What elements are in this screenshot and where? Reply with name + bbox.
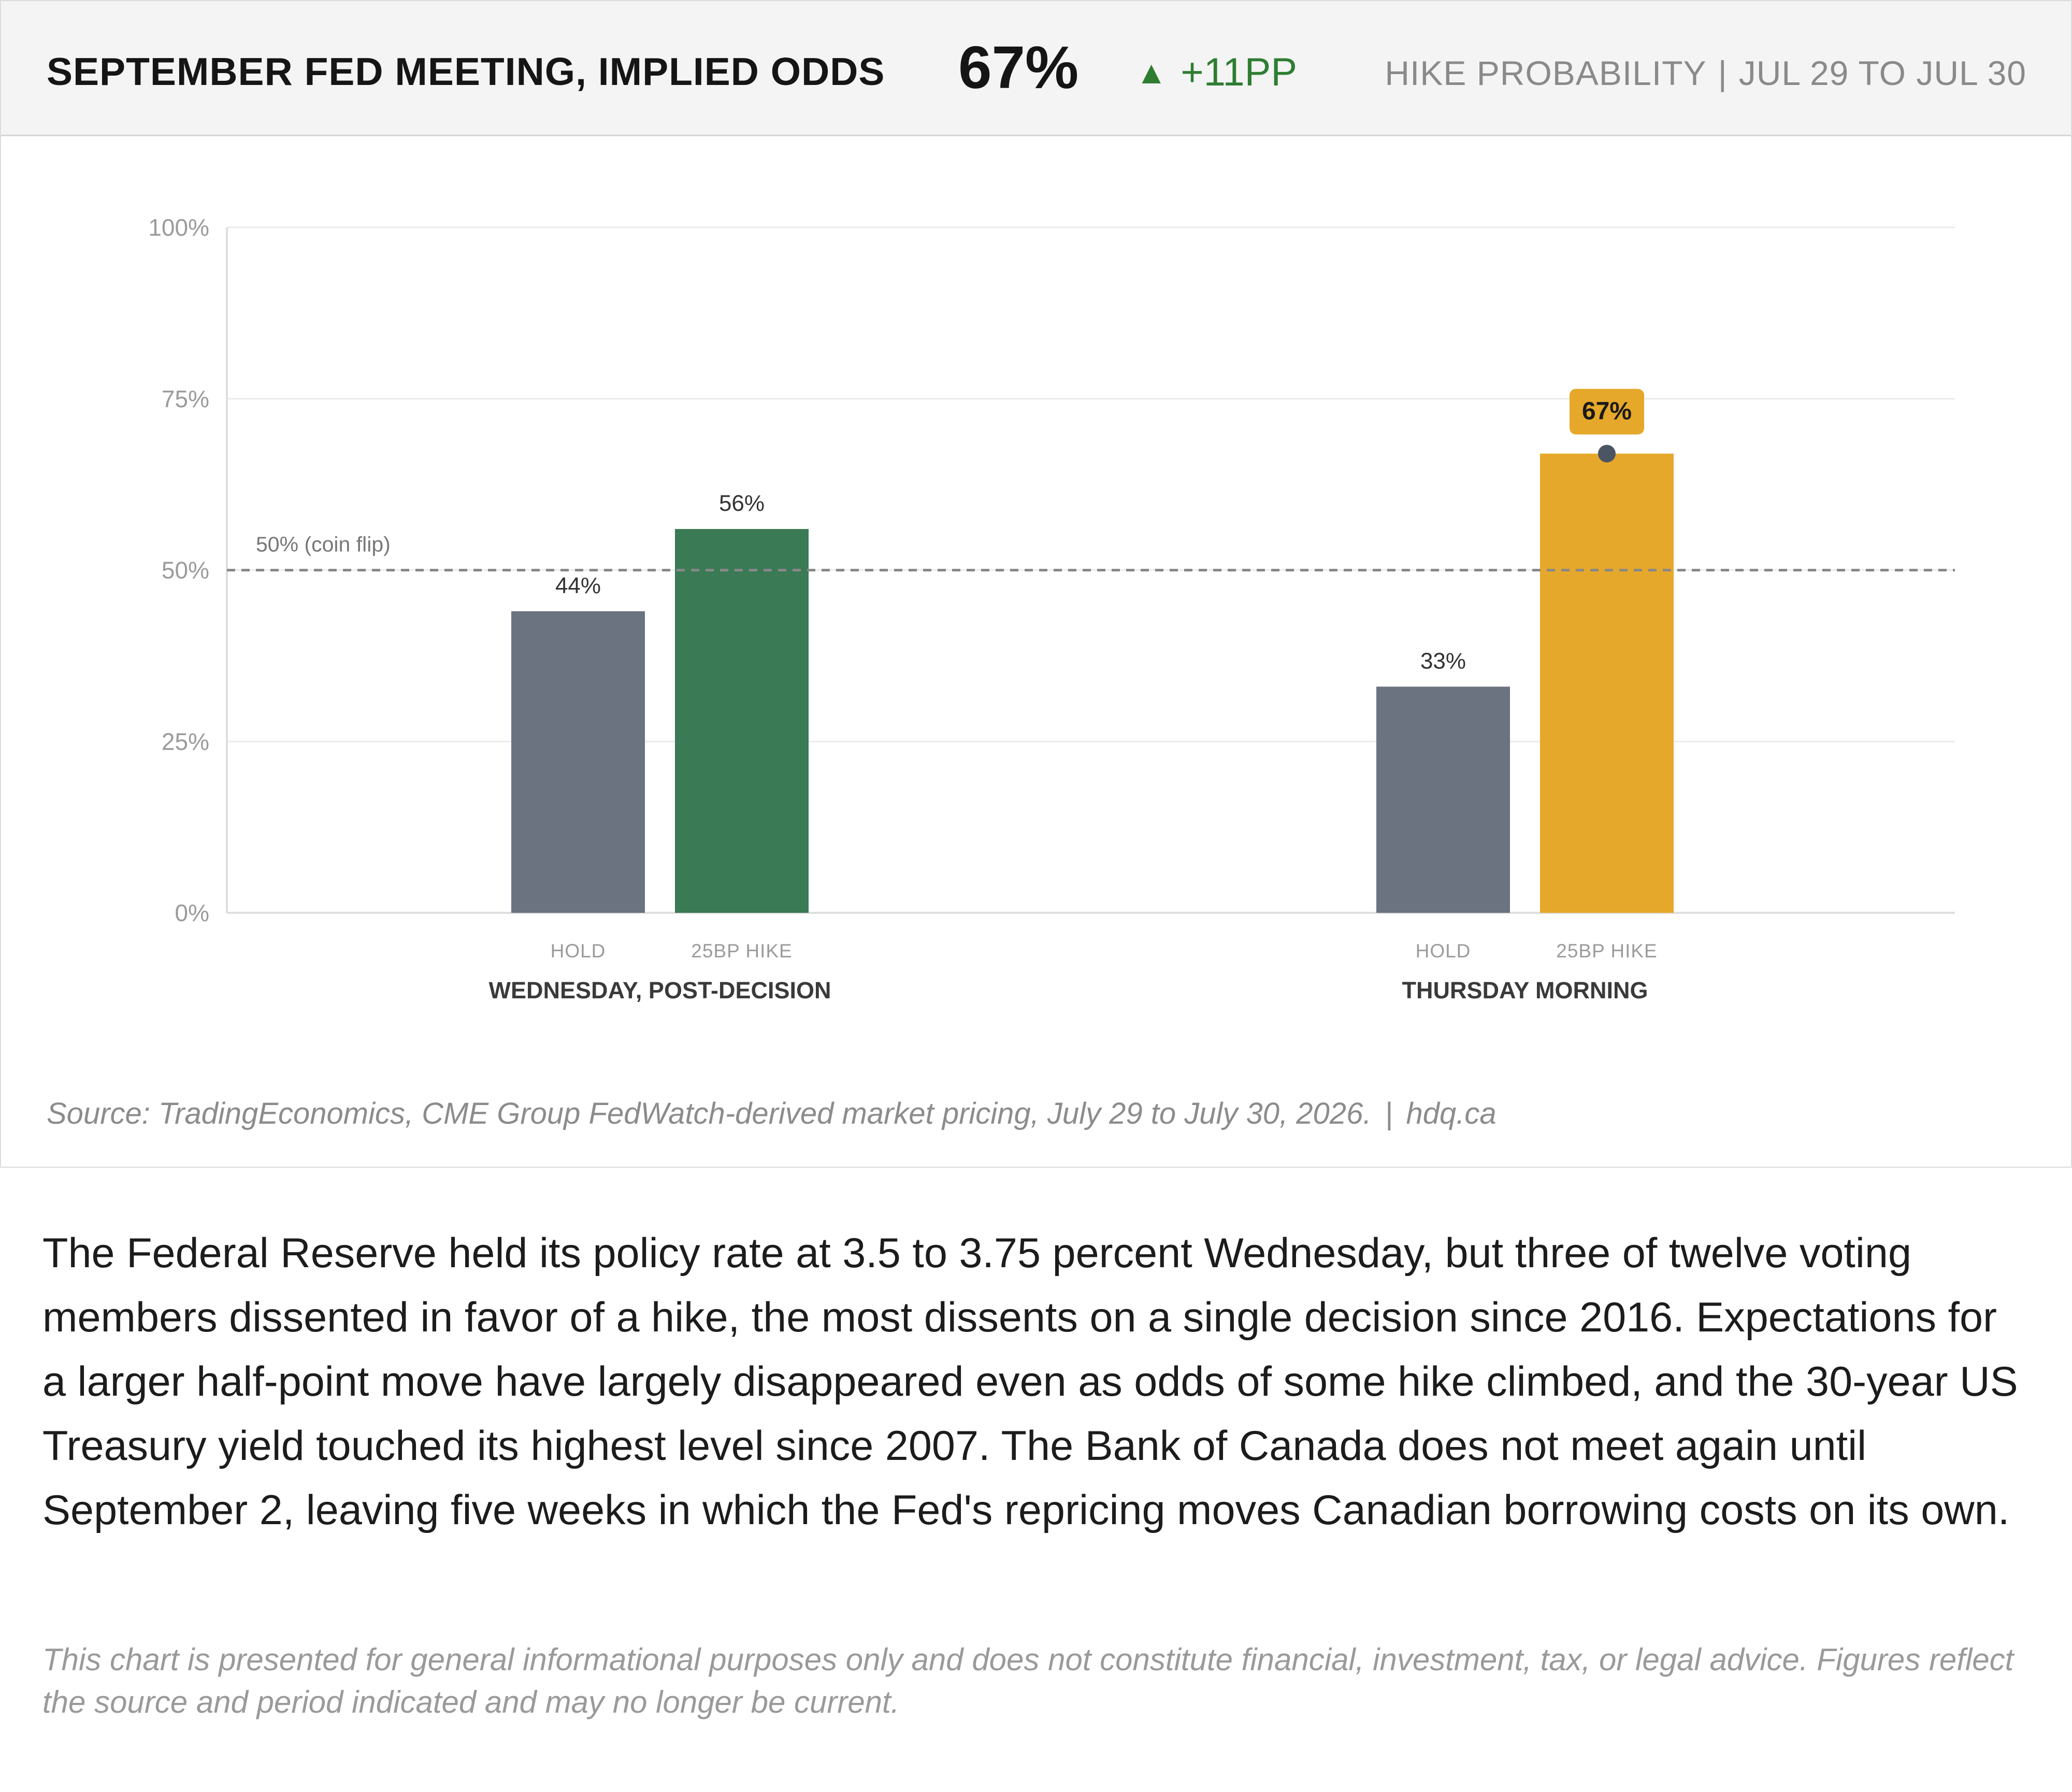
x-category-label: 25BP HIKE — [691, 940, 792, 962]
bar-value-label: 44% — [555, 573, 601, 598]
bar — [675, 529, 809, 913]
disclaimer: This chart is presented for general info… — [42, 1642, 2014, 1719]
x-category-label: HOLD — [551, 940, 606, 962]
y-tick-label: 100% — [148, 214, 209, 241]
x-category-label: HOLD — [1416, 940, 1471, 962]
period-label: JUL 29 TO JUL 30 — [1738, 54, 2026, 92]
article-paragraph: The Federal Reserve held its policy rate… — [42, 1230, 2018, 1533]
change-value: +11PP — [1181, 50, 1298, 94]
metric-label: HIKE PROBABILITY — [1385, 54, 1707, 92]
x-group-label: THURSDAY MORNING — [1402, 977, 1648, 1003]
change-indicator: ▲ +11PP — [1135, 53, 1297, 92]
chart-title: SEPTEMBER FED MEETING, IMPLIED ODDS — [47, 50, 885, 93]
reference-line-label: 50% (coin flip) — [256, 533, 391, 556]
bar — [1376, 686, 1510, 913]
bar-value-label: 67% — [1582, 398, 1632, 425]
y-tick-label: 50% — [162, 557, 209, 584]
chart-card: SEPTEMBER FED MEETING, IMPLIED ODDS 67% … — [0, 0, 2072, 1168]
chart-area: 0% 25% 50% 75% 100% HOLD 44% 25BP HIKE 56% HOLD 33… — [1, 135, 2071, 1067]
source-separator: | — [1385, 1097, 1393, 1130]
x-group-label: WEDNESDAY, POST-DECISION — [489, 977, 831, 1003]
highlight-marker — [1598, 445, 1616, 463]
source-note: Source: TradingEconomics, CME Group FedW… — [47, 1099, 1497, 1129]
y-tick-label: 75% — [162, 385, 209, 412]
bar-value-label: 33% — [1420, 648, 1466, 673]
source-site: hdq.ca — [1406, 1097, 1497, 1130]
up-arrow-icon: ▲ — [1135, 55, 1168, 91]
meta-separator: | — [1718, 54, 1728, 92]
y-tick-label: 25% — [162, 728, 209, 755]
y-tick-label: 0% — [175, 899, 209, 926]
bar-chart: 0% 25% 50% 75% 100% HOLD 44% 25BP HIKE 56% HOLD 33… — [148, 214, 1955, 1003]
header-meta: HIKE PROBABILITY | JUL 29 TO JUL 30 — [1385, 56, 2026, 90]
headline-value: 67% — [958, 34, 1079, 101]
source-text: Source: TradingEconomics, CME Group FedW… — [47, 1097, 1372, 1130]
x-category-label: 25BP HIKE — [1556, 940, 1657, 962]
bar — [1540, 453, 1674, 913]
value-callout — [1570, 389, 1644, 435]
bar-value-label: 56% — [719, 491, 765, 516]
chart-header: SEPTEMBER FED MEETING, IMPLIED ODDS 67% … — [1, 1, 2071, 136]
bar — [511, 611, 645, 913]
